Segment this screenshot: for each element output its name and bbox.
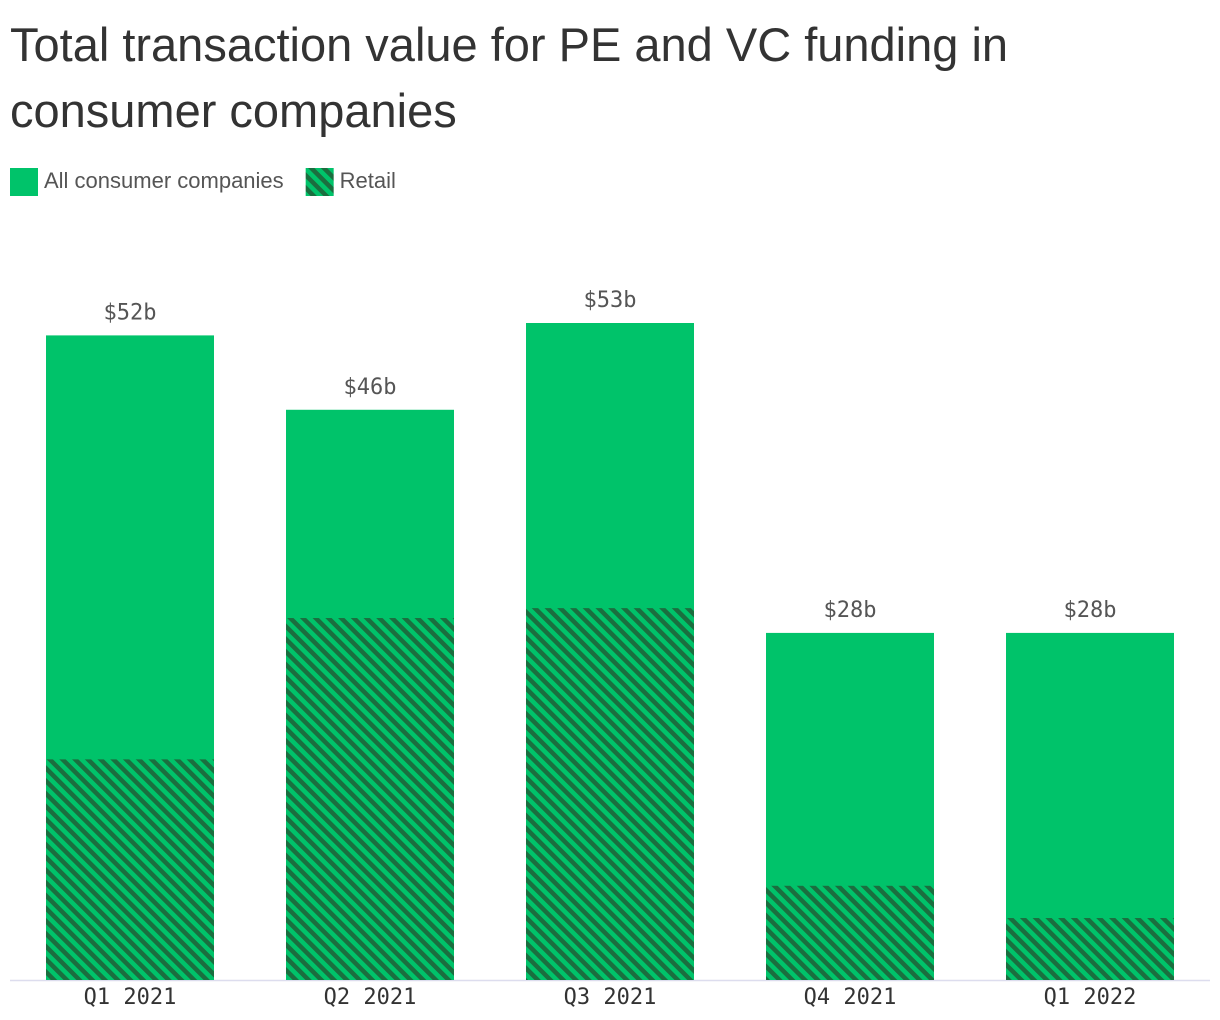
legend-label: Retail — [340, 168, 396, 193]
legend-swatch — [10, 168, 38, 196]
value-label: $46b — [344, 375, 397, 400]
value-label: $28b — [1064, 598, 1117, 623]
bar — [526, 608, 694, 980]
bar — [1006, 918, 1174, 980]
x-tick-label: Q4 2021 — [804, 985, 897, 1010]
chart-title: Total transaction value for PE and VC fu… — [10, 18, 1009, 137]
x-tick-label: Q2 2021 — [324, 985, 417, 1010]
x-tick-label: Q1 2022 — [1044, 985, 1137, 1010]
value-label: $53b — [584, 288, 637, 313]
bar — [46, 759, 214, 980]
bar — [766, 885, 934, 980]
value-label: $28b — [824, 598, 877, 623]
legend-swatch — [305, 168, 334, 196]
bar — [286, 618, 454, 980]
x-tick-label: Q3 2021 — [564, 985, 657, 1010]
x-tick-label: Q1 2021 — [84, 985, 177, 1010]
value-label: $52b — [104, 300, 157, 325]
legend-label: All consumer companies — [44, 168, 284, 193]
